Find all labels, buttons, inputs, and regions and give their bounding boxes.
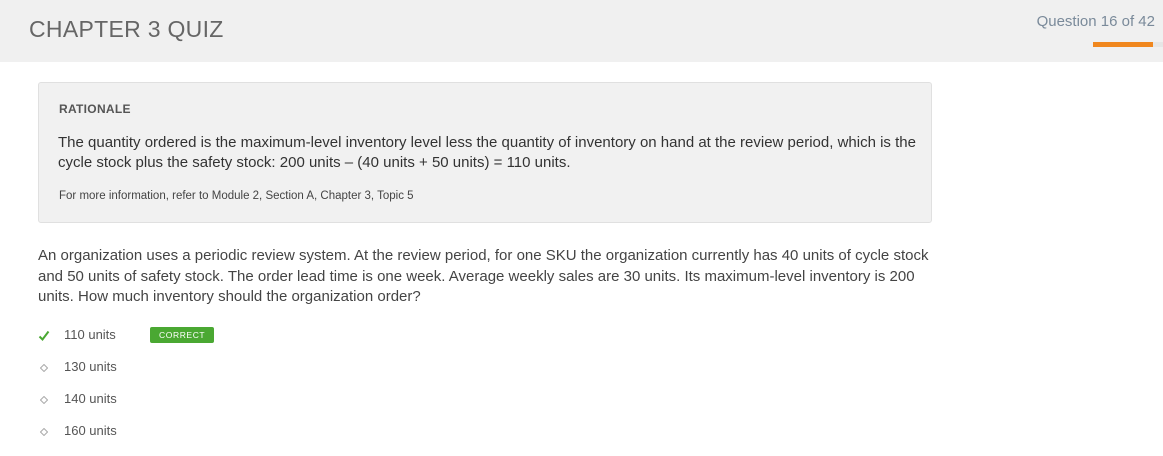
progress-fill: [1093, 42, 1153, 47]
answer-option[interactable]: 140 units: [38, 390, 117, 410]
answer-option[interactable]: 130 units: [38, 358, 117, 378]
answer-label: 140 units: [64, 391, 117, 406]
diamond-bullet-icon: [38, 393, 50, 407]
rationale-text: The quantity ordered is the maximum-leve…: [58, 134, 916, 171]
checkmark-icon: [38, 329, 50, 343]
answer-option[interactable]: 160 units: [38, 422, 117, 442]
progress-bar: [1093, 42, 1163, 47]
answer-label: 160 units: [64, 423, 117, 438]
answer-label: 110 units: [64, 327, 116, 342]
rationale-panel: RATIONALE The quantity ordered is the ma…: [38, 82, 932, 223]
rationale-reference: For more information, refer to Module 2,…: [59, 190, 414, 202]
correct-badge: CORRECT: [150, 327, 215, 343]
question-counter: Question 16 of 42: [1036, 13, 1155, 30]
quiz-header: CHAPTER 3 QUIZ Question 16 of 42: [0, 0, 1163, 62]
quiz-title: CHAPTER 3 QUIZ: [29, 16, 224, 42]
diamond-bullet-icon: [38, 425, 50, 439]
answer-option[interactable]: 110 units CORRECT: [38, 326, 215, 346]
question-text: An organization uses a periodic review s…: [38, 247, 929, 305]
diamond-bullet-icon: [38, 361, 50, 375]
answer-label: 130 units: [64, 359, 117, 374]
rationale-heading: RATIONALE: [59, 102, 131, 116]
